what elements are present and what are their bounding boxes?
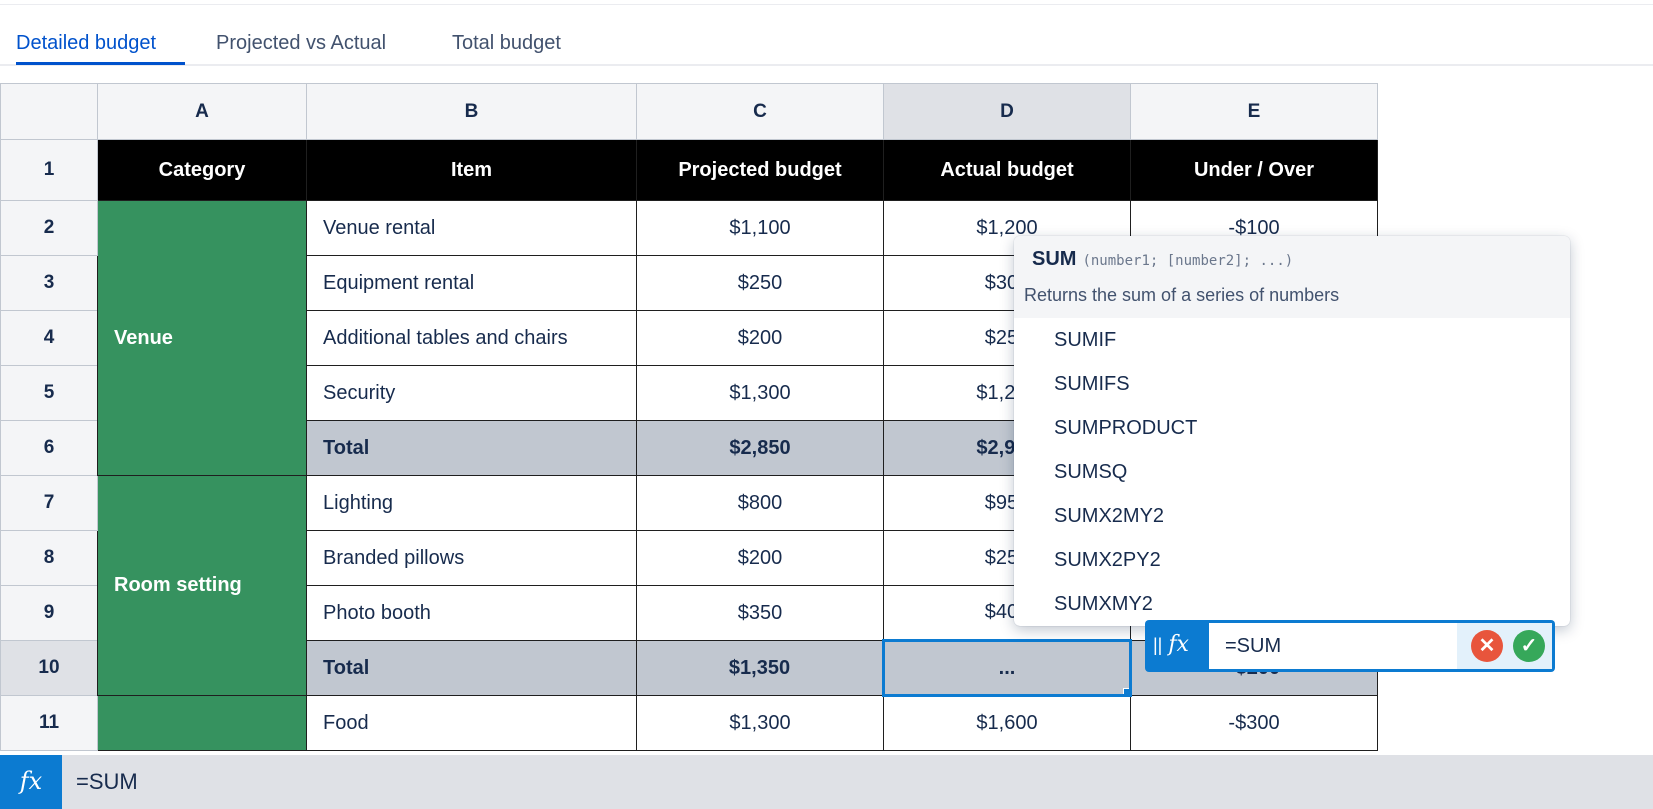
item-cell[interactable]: Total: [306, 640, 637, 696]
select-all-corner[interactable]: [0, 83, 98, 140]
table-row: 1 Category Item Projected budget Actual …: [0, 139, 1378, 201]
formula-bar-input[interactable]: =SUM: [76, 769, 138, 794]
row-header[interactable]: 10: [0, 640, 98, 696]
active-cell[interactable]: ...: [882, 639, 1132, 697]
projected-cell[interactable]: $1,350: [636, 640, 884, 696]
fx-icon: || fx: [1153, 632, 1189, 657]
x-circle-icon[interactable]: ✕: [1471, 630, 1503, 662]
item-cell[interactable]: Venue rental: [306, 200, 637, 256]
row-header[interactable]: 8: [0, 530, 98, 586]
tab-projected-vs-actual[interactable]: Projected vs Actual: [216, 32, 387, 54]
item-cell[interactable]: Photo booth: [306, 585, 637, 641]
autocomplete-item[interactable]: SUMIFS: [1054, 373, 1130, 395]
function-args: (number1; [number2]; ...): [1082, 253, 1294, 269]
drag-handle-icon[interactable]: ||: [1153, 635, 1163, 655]
function-name: SUM: [1032, 248, 1077, 270]
category-cell-room-setting[interactable]: Room setting: [97, 475, 307, 696]
item-cell[interactable]: Branded pillows: [306, 530, 637, 586]
row-header[interactable]: 3: [0, 255, 98, 311]
header-cell-category[interactable]: Category: [97, 139, 307, 201]
autocomplete-item[interactable]: SUMIF: [1054, 329, 1117, 351]
column-header-d[interactable]: D: [883, 83, 1131, 140]
function-autocomplete-dropdown: SUM (number1; [number2]; ...) Returns the…: [1014, 236, 1570, 626]
projected-cell[interactable]: $1,100: [636, 200, 884, 256]
autocomplete-item[interactable]: SUMX2PY2: [1054, 549, 1161, 571]
projected-cell[interactable]: $350: [636, 585, 884, 641]
category-cell-catering[interactable]: [97, 695, 307, 751]
item-cell[interactable]: Total: [306, 420, 637, 476]
row-header[interactable]: 9: [0, 585, 98, 641]
cell-formula-input[interactable]: [1209, 623, 1457, 669]
category-cell-venue[interactable]: Venue: [97, 200, 307, 476]
tab-total-budget[interactable]: Total budget: [452, 32, 561, 54]
item-cell[interactable]: Additional tables and chairs: [306, 310, 637, 366]
row-header[interactable]: 6: [0, 420, 98, 476]
column-header-a[interactable]: A: [97, 83, 307, 140]
formula-bar: fx =SUM: [0, 755, 1653, 809]
row-header[interactable]: 1: [0, 139, 98, 201]
header-cell-projected[interactable]: Projected budget: [636, 139, 884, 201]
autocomplete-item[interactable]: SUMXMY2: [1054, 593, 1153, 615]
active-tab-indicator: [16, 62, 185, 65]
projected-cell[interactable]: $1,300: [636, 365, 884, 421]
fx-icon: fx: [0, 755, 62, 809]
projected-cell[interactable]: $250: [636, 255, 884, 311]
function-description: Returns the sum of a series of numbers: [1024, 285, 1340, 305]
table-row-total: 10 Total $1,350 ... -$200: [0, 639, 1378, 697]
row-header[interactable]: 5: [0, 365, 98, 421]
autocomplete-item[interactable]: SUMSQ: [1054, 461, 1128, 483]
projected-cell[interactable]: $800: [636, 475, 884, 531]
fill-handle[interactable]: [1123, 688, 1128, 693]
sheet-tabs: Detailed budget Projected vs Actual Tota…: [0, 0, 1653, 66]
active-cell-value: ...: [998, 656, 1016, 679]
item-cell[interactable]: Food: [306, 695, 637, 751]
function-signature: SUM (number1; [number2]; ...): [1024, 248, 1570, 271]
projected-cell[interactable]: $200: [636, 310, 884, 366]
row-header[interactable]: 7: [0, 475, 98, 531]
header-cell-under-over[interactable]: Under / Over: [1130, 139, 1378, 201]
under-over-cell[interactable]: -$300: [1130, 695, 1378, 751]
fx-label: fx: [1168, 632, 1189, 657]
row-header[interactable]: 11: [0, 695, 98, 751]
row-header[interactable]: 2: [0, 200, 98, 256]
column-header-e[interactable]: E: [1130, 83, 1378, 140]
function-signature-panel[interactable]: SUM (number1; [number2]; ...) Returns the…: [1014, 236, 1570, 318]
item-cell[interactable]: Equipment rental: [306, 255, 637, 311]
projected-cell[interactable]: $200: [636, 530, 884, 586]
spreadsheet-grid: A B C D E 1 Category Item Projected budg…: [0, 83, 1378, 751]
row-header[interactable]: 4: [0, 310, 98, 366]
tab-detailed-budget[interactable]: Detailed budget: [16, 32, 157, 54]
editor-actions: ✕ ✓: [1457, 623, 1552, 669]
autocomplete-item[interactable]: SUMPRODUCT: [1054, 417, 1198, 439]
autocomplete-item[interactable]: SUMX2MY2: [1054, 505, 1165, 527]
header-cell-actual[interactable]: Actual budget: [883, 139, 1131, 201]
column-header-b[interactable]: B: [306, 83, 637, 140]
item-cell[interactable]: Lighting: [306, 475, 637, 531]
table-row: 11 Food $1,300 $1,600 -$300: [0, 695, 1378, 751]
item-cell[interactable]: Security: [306, 365, 637, 421]
projected-cell[interactable]: $2,850: [636, 420, 884, 476]
check-circle-icon[interactable]: ✓: [1513, 630, 1545, 662]
column-header-row: A B C D E: [0, 83, 1378, 140]
top-divider: [0, 0, 1653, 5]
column-header-c[interactable]: C: [636, 83, 884, 140]
projected-cell[interactable]: $1,300: [636, 695, 884, 751]
actual-cell[interactable]: $1,600: [883, 695, 1131, 751]
header-cell-item[interactable]: Item: [306, 139, 637, 201]
inline-cell-editor: ||fx ✕ ✓: [1145, 620, 1555, 672]
